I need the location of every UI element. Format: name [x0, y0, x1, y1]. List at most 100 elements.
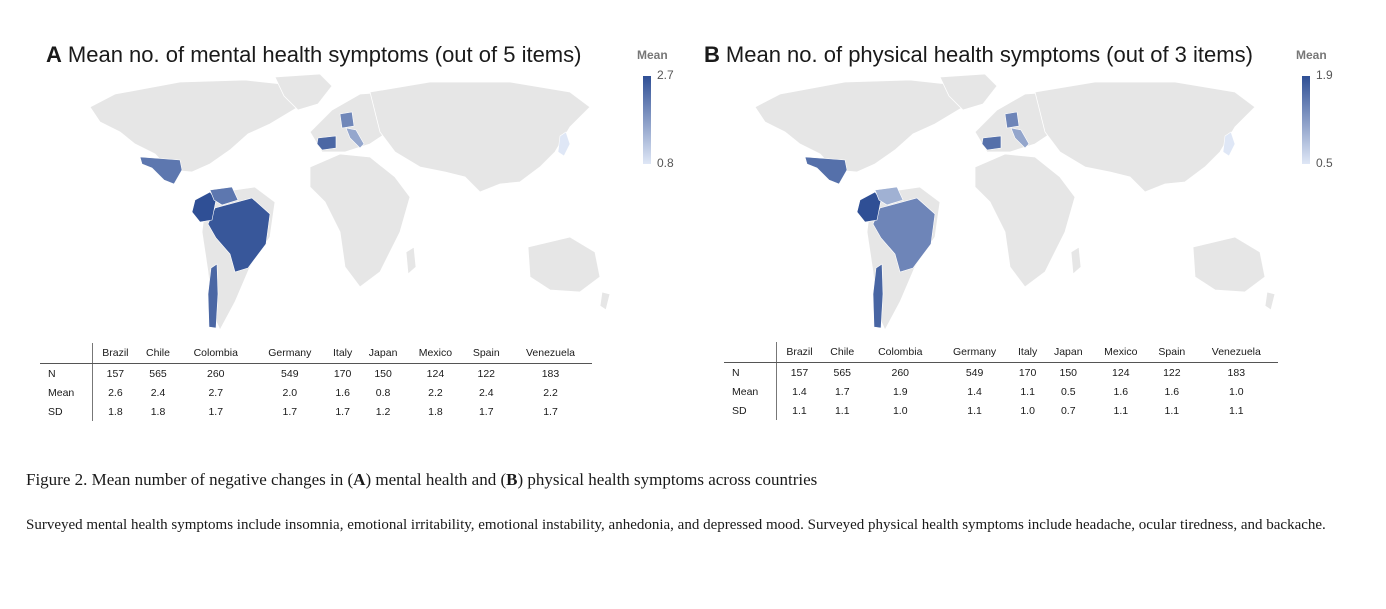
country-italy: [1010, 127, 1030, 149]
table-cell: 1.8: [428, 405, 443, 418]
table-row: N 157 565 260 549 170 150 124 122 183: [724, 362, 1278, 382]
column-header: Italy: [326, 343, 359, 364]
country-chile: [207, 263, 219, 329]
panel-letter: A: [46, 42, 62, 67]
table-cell: 565: [149, 367, 167, 380]
country-germany: [1004, 111, 1020, 129]
legend-color-bar: [643, 76, 651, 164]
column-header: Venezuela: [1194, 342, 1278, 363]
figure-caption: Figure 2. Mean number of negative change…: [26, 470, 817, 490]
row-label: Mean: [40, 383, 93, 402]
table-cell: 1.4: [792, 385, 807, 398]
landmass-madagascar: [1070, 246, 1082, 275]
table-cell: 2.6: [108, 386, 123, 399]
legend-max: 2.7: [657, 68, 674, 82]
landmass-north-america: [89, 79, 311, 173]
table-cell: 1.6: [335, 386, 350, 399]
table-cell: 1.1: [834, 404, 850, 417]
table-cell: 150: [1059, 366, 1078, 379]
table-cell: 260: [207, 367, 225, 380]
table-cell: 2.2: [543, 386, 558, 399]
legend: Mean 2.7 0.8: [637, 48, 674, 170]
row-label: Mean: [724, 382, 777, 401]
panel-title: A Mean no. of mental health symptoms (out…: [46, 42, 581, 68]
table-cell: 170: [1018, 366, 1037, 379]
column-header: Germany: [253, 343, 327, 364]
legend-title: Mean: [1296, 48, 1327, 62]
table-row: Mean 2.6 2.4 2.7 2.0 1.6 0.8 2.2 2.4 2.2: [40, 383, 592, 402]
table-cell: 1.6: [1164, 385, 1180, 398]
table-cell: 150: [374, 367, 392, 380]
table-cell: 1.1: [1229, 404, 1244, 417]
column-header: Germany: [937, 342, 1012, 363]
table-cell: 124: [426, 367, 445, 380]
table-cell: 1.1: [1020, 385, 1035, 398]
row-label: SD: [724, 401, 777, 420]
country-mexico: [804, 156, 848, 185]
table-cell: 1.7: [478, 405, 494, 418]
table-cell: 2.2: [428, 386, 443, 399]
table-corner: [40, 343, 93, 364]
column-header: Chile: [137, 343, 179, 364]
table-cell: 1.7: [335, 405, 350, 418]
legend-min: 0.5: [1316, 156, 1333, 170]
column-header: Italy: [1011, 342, 1044, 363]
table-cell: 122: [477, 367, 496, 380]
table-cell: 1.7: [543, 405, 558, 418]
stats-table: Brazil Chile Colombia Germany Italy Japan Mexi…: [40, 343, 592, 421]
landmass-new-zealand: [1264, 291, 1275, 311]
table-cell: 2.0: [282, 386, 298, 399]
table-cell: 1.1: [1164, 404, 1180, 417]
world-map: [754, 73, 1275, 331]
country-colombia: [191, 191, 217, 223]
landmass-asia: [369, 81, 591, 193]
table-cell: 157: [790, 366, 809, 379]
table-cell: 0.8: [375, 386, 391, 399]
column-header: Spain: [463, 343, 509, 364]
table-cell: 260: [891, 366, 910, 379]
table-cell: 0.7: [1060, 404, 1076, 417]
table-corner: [724, 342, 777, 363]
legend: Mean 1.9 0.5: [1296, 48, 1333, 170]
table-cell: 549: [965, 366, 984, 379]
panel-letter: B: [704, 42, 720, 67]
column-header: Mexico: [1092, 342, 1150, 363]
legend-color-bar: [1302, 76, 1310, 164]
country-venezuela: [874, 186, 904, 206]
table-cell: 183: [541, 367, 560, 380]
table-cell: 1.7: [208, 405, 224, 418]
landmass-new-zealand: [599, 291, 610, 311]
stats-table: Brazil Chile Colombia Germany Italy Japan Mexi…: [724, 342, 1278, 420]
table-header-row: Brazil Chile Colombia Germany Italy Japan Mexi…: [724, 342, 1278, 363]
table-cell: 1.1: [1113, 404, 1129, 417]
country-colombia: [856, 191, 882, 223]
column-header: Japan: [1043, 342, 1093, 363]
row-label: N: [40, 363, 93, 383]
panel-title: B Mean no. of physical health symptoms (o…: [704, 42, 1253, 68]
table-cell: 1.0: [892, 404, 908, 417]
caption-letter-a: A: [353, 470, 366, 489]
table-cell: 1.2: [375, 405, 391, 418]
panel-b: B Mean no. of physical health symptoms (o…: [680, 0, 1360, 430]
panel-title-text: Mean no. of physical health symptoms (ou…: [725, 42, 1253, 67]
table-row: SD 1.1 1.1 1.0 1.1 1.0 0.7 1.1 1.1 1.1: [724, 401, 1278, 420]
table-cell: 1.8: [108, 405, 123, 418]
table-cell: 565: [833, 366, 852, 379]
table-header-row: Brazil Chile Colombia Germany Italy Japan Mexi…: [40, 343, 592, 364]
table-cell: 124: [1112, 366, 1130, 379]
column-header: Colombia: [178, 343, 254, 364]
column-header: Brazil: [92, 343, 138, 364]
table-cell: 170: [333, 367, 352, 380]
table-cell: 1.1: [792, 404, 807, 417]
country-germany: [339, 111, 355, 129]
landmass-asia: [1034, 81, 1256, 193]
country-mexico: [139, 156, 183, 185]
table-row: Mean 1.4 1.7 1.9 1.4 1.1 0.5 1.6 1.6 1.0: [724, 382, 1278, 401]
column-header: Venezuela: [508, 343, 592, 364]
table-cell: 1.1: [967, 404, 982, 417]
legend-title: Mean: [637, 48, 668, 62]
country-japan: [1222, 131, 1236, 157]
landmass-greenland: [274, 73, 333, 111]
country-italy: [345, 127, 365, 149]
table-cell: 1.4: [967, 385, 982, 398]
